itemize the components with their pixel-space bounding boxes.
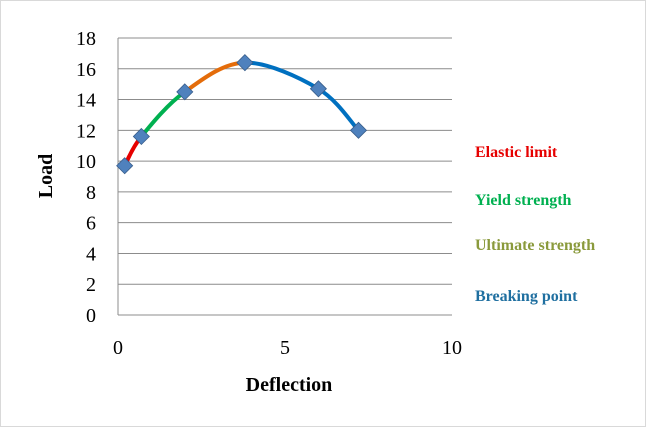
data-point <box>309 80 327 98</box>
y-axis-title: Load <box>35 154 57 198</box>
x-axis-title: Deflection <box>246 374 333 396</box>
data-markers <box>116 54 368 175</box>
y-tick-label: 16 <box>76 59 96 81</box>
y-tick-label: 4 <box>86 243 96 265</box>
y-tick-label: 0 <box>86 305 96 327</box>
y-tick-labels: 0 2 4 6 8 10 12 14 16 18 <box>76 28 96 327</box>
x-tick-label: 10 <box>442 337 462 359</box>
axes <box>117 38 452 316</box>
x-tick-label: 0 <box>113 337 123 359</box>
legend-entry: Ultimate strength <box>475 237 595 254</box>
legend-entry: Elastic limit <box>475 144 558 161</box>
data-point <box>116 157 134 175</box>
y-tick-label: 10 <box>76 151 96 173</box>
y-tick-label: 14 <box>76 90 96 112</box>
y-tick-label: 8 <box>86 182 96 204</box>
series-line <box>242 60 361 133</box>
y-tick-label: 2 <box>86 274 96 296</box>
legend-entry: Yield strength <box>475 192 572 209</box>
series-line <box>182 60 247 94</box>
data-point <box>236 54 254 72</box>
legend: Elastic limit Yield strength Ultimate stre… <box>475 144 595 305</box>
series-curves <box>122 60 361 168</box>
gridlines <box>118 37 452 285</box>
series-line <box>139 89 187 139</box>
x-tick-label: 5 <box>280 337 290 359</box>
y-tick-label: 6 <box>86 213 96 235</box>
y-tick-label: 18 <box>76 28 96 50</box>
x-tick-labels: 0 5 10 <box>113 337 462 359</box>
data-point <box>176 83 194 101</box>
data-point <box>132 127 150 146</box>
legend-entry: Breaking point <box>475 288 578 305</box>
y-tick-label: 12 <box>76 120 96 142</box>
data-point <box>349 121 368 139</box>
